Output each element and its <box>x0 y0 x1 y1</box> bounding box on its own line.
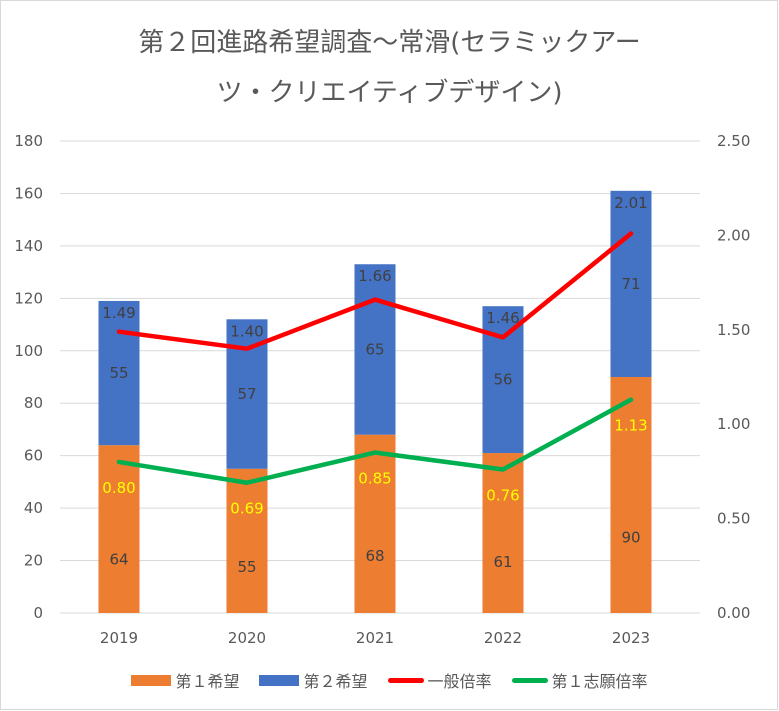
line-data-label: 1.40 <box>230 322 263 340</box>
legend-swatch-first-applicant-ratio <box>511 677 548 683</box>
chart-title-line-1: 第２回進路希望調査～常滑(セラミックアー <box>138 28 641 58</box>
bar-data-label: 65 <box>365 340 384 358</box>
left-axis-tick-label: 100 <box>14 342 43 360</box>
bar-data-label: 64 <box>109 550 128 568</box>
legend-item-first-choice: 第１希望 <box>131 668 239 692</box>
legend-label-general-ratio: 一般倍率 <box>427 672 492 691</box>
bar-data-label: 56 <box>493 371 512 389</box>
line-first-applicant-ratio <box>116 397 634 485</box>
line-data-label: 0.85 <box>358 470 391 488</box>
bar-second-choice <box>610 190 652 377</box>
line-data-label: 1.49 <box>102 304 135 322</box>
left-axis-tick-label: 20 <box>24 552 43 570</box>
left-axis-tick-label: 120 <box>14 289 43 307</box>
bar-data-label: 61 <box>493 553 512 571</box>
line-data-label: 0.76 <box>486 487 519 505</box>
right-axis-tick-label: 1.00 <box>717 415 750 433</box>
bar-data-label: 55 <box>237 558 256 576</box>
right-axis-tick-label: 2.00 <box>717 226 750 244</box>
bar-data-label: 68 <box>365 547 384 565</box>
left-axis-tick-label: 80 <box>24 394 43 412</box>
bar-first-choice <box>482 453 524 613</box>
legend-swatch-first-choice <box>131 674 172 686</box>
left-axis-tick-label: 40 <box>24 499 43 517</box>
line-data-label: 2.01 <box>614 194 647 212</box>
legend-label-second-choice: 第２希望 <box>303 672 368 691</box>
bar-data-label: 55 <box>109 364 128 382</box>
legend-swatch-general-ratio <box>387 677 424 683</box>
bar-first-choice <box>226 468 268 613</box>
right-axis-tick-label: 1.50 <box>717 321 750 339</box>
bar-second-choice <box>354 264 396 435</box>
legend-item-general-ratio: 一般倍率 <box>387 668 492 692</box>
chart-title-line-2: ツ・クリエイティブデザイン) <box>216 78 563 108</box>
left-axis-tick-label: 140 <box>14 237 43 255</box>
legend-item-first-applicant-ratio: 第１志願倍率 <box>511 668 648 692</box>
bar-data-label: 71 <box>621 275 640 293</box>
left-axis-tick-label: 160 <box>14 184 43 202</box>
bar-first-choice <box>610 377 652 613</box>
bar-data-label: 57 <box>237 385 256 403</box>
legend-label-first-applicant-ratio: 第１志願倍率 <box>551 672 648 691</box>
line-general-ratio <box>116 231 634 351</box>
legend-swatch-second-choice <box>259 674 300 686</box>
line-data-label: 1.46 <box>486 309 519 327</box>
legend-label-first-choice: 第１希望 <box>175 672 240 691</box>
x-axis-tick-label: 2020 <box>228 629 266 647</box>
right-axis-tick-label: 0.50 <box>717 510 750 528</box>
x-axis-tick-label: 2019 <box>100 629 138 647</box>
line-data-label: 1.13 <box>614 417 647 435</box>
left-axis-tick-label: 180 <box>14 132 43 150</box>
x-axis-tick-label: 2022 <box>484 629 522 647</box>
right-axis-tick-label: 2.50 <box>717 132 750 150</box>
left-axis-tick-label: 0 <box>33 604 43 622</box>
line-data-label: 0.69 <box>230 500 263 518</box>
x-axis-tick-label: 2023 <box>612 629 650 647</box>
right-axis-tick-label: 0.00 <box>717 604 750 622</box>
left-axis-tick-label: 60 <box>24 447 43 465</box>
bar-first-choice <box>98 445 140 613</box>
bar-second-choice <box>98 300 140 446</box>
line-data-label: 1.66 <box>358 267 391 285</box>
bar-data-label: 90 <box>621 528 640 546</box>
legend: 第１希望 第２希望 一般倍率 第１志願倍率 <box>0 668 779 692</box>
line-data-label: 0.80 <box>102 479 135 497</box>
bar-second-choice <box>482 306 524 454</box>
legend-item-second-choice: 第２希望 <box>259 668 368 692</box>
x-axis-tick-label: 2021 <box>356 629 394 647</box>
bar-first-choice <box>354 434 396 613</box>
